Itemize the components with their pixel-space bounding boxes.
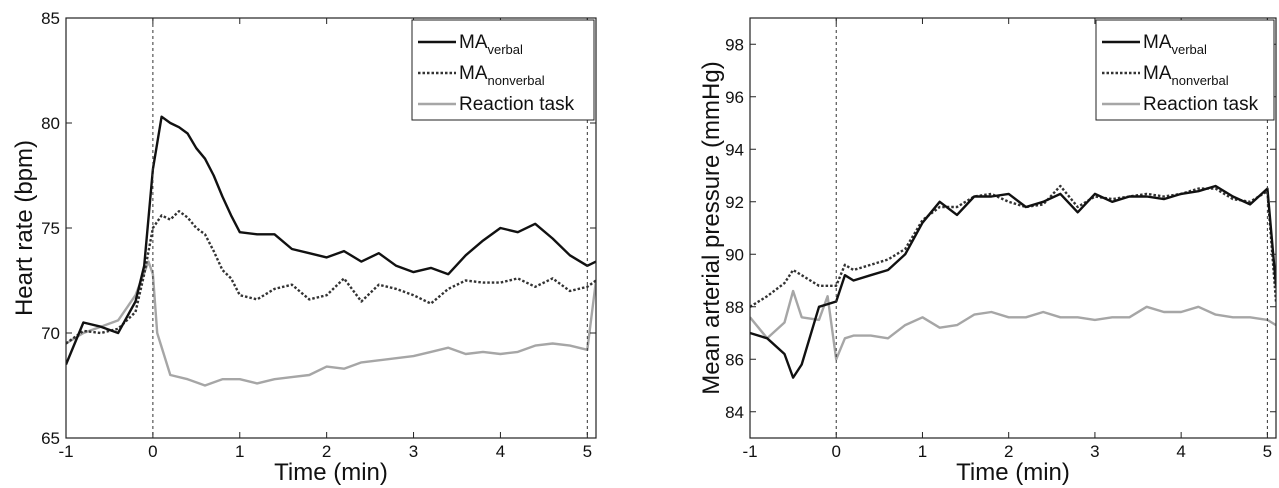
x-tick-label: 4 bbox=[496, 442, 505, 461]
y-tick-label: 65 bbox=[41, 429, 60, 448]
y-tick-label: 85 bbox=[41, 9, 60, 28]
plot-frame bbox=[749, 17, 1277, 439]
x-tick-label: 1 bbox=[235, 442, 244, 461]
legend-label-1: MAverbal bbox=[1143, 32, 1207, 57]
y-tick-label: 86 bbox=[725, 350, 744, 369]
y-tick-label: 90 bbox=[725, 245, 744, 264]
y-axis-label: Heart rate (bpm) bbox=[11, 140, 38, 316]
x-axis-label: Time (min) bbox=[956, 459, 1070, 486]
series-line-1 bbox=[66, 115, 596, 365]
legend-label-1: MAverbal bbox=[459, 32, 523, 57]
y-tick-label: 96 bbox=[725, 88, 744, 107]
legend-label-2: MAnonverbal bbox=[1143, 63, 1229, 88]
legend-label-2: MAnonverbal bbox=[459, 63, 545, 88]
chart-panel-1: -1 0 1 2 3 4 5 65 70 75 80 85 Time (min) Heart rate (… bbox=[11, 9, 597, 486]
x-axis-label: Time (min) bbox=[274, 459, 388, 486]
x-tick-label: 0 bbox=[148, 442, 157, 461]
x-tick-label: 4 bbox=[1176, 442, 1185, 461]
series-group bbox=[750, 184, 1276, 379]
chart-panel-2: -1 0 1 2 3 4 5 84 86 88 90 92 94 96 98 Time (min) Mean a… bbox=[698, 17, 1277, 486]
series-line-2 bbox=[750, 184, 1276, 308]
legend-label-3: Reaction task bbox=[1143, 94, 1259, 115]
x-tick-label: 3 bbox=[409, 442, 418, 461]
legend-label-3: Reaction task bbox=[459, 94, 575, 115]
y-tick-label: 80 bbox=[41, 114, 60, 133]
y-axis-label: Mean arterial pressure (mmHg) bbox=[698, 61, 725, 394]
y-tick-label: 84 bbox=[725, 403, 744, 422]
y-tick-label: 92 bbox=[725, 193, 744, 212]
x-tick-label: 1 bbox=[918, 442, 927, 461]
series-line-3 bbox=[66, 260, 596, 387]
legend: MAverbal MAnonverbal Reaction task bbox=[1095, 19, 1275, 121]
legend: MAverbal MAnonverbal Reaction task bbox=[411, 19, 595, 121]
x-tick-label: 2 bbox=[1004, 442, 1013, 461]
x-tick-label: 0 bbox=[831, 442, 840, 461]
x-tick-label: 3 bbox=[1090, 442, 1099, 461]
y-tick-label: 94 bbox=[725, 140, 744, 159]
y-tick-label: 75 bbox=[41, 219, 60, 238]
x-tick-label: -1 bbox=[58, 442, 73, 461]
y-tick-label: 88 bbox=[725, 298, 744, 317]
x-tick-label: 5 bbox=[1263, 442, 1272, 461]
y-tick-label: 70 bbox=[41, 324, 60, 343]
series-group bbox=[66, 115, 596, 387]
x-tick-label: -1 bbox=[742, 442, 757, 461]
series-line-3 bbox=[750, 289, 1276, 361]
series-line-2 bbox=[66, 209, 596, 345]
x-tick-label: 5 bbox=[583, 442, 592, 461]
series-line-1 bbox=[750, 184, 1276, 379]
x-tick-label: 2 bbox=[322, 442, 331, 461]
y-tick-label: 98 bbox=[725, 35, 744, 54]
